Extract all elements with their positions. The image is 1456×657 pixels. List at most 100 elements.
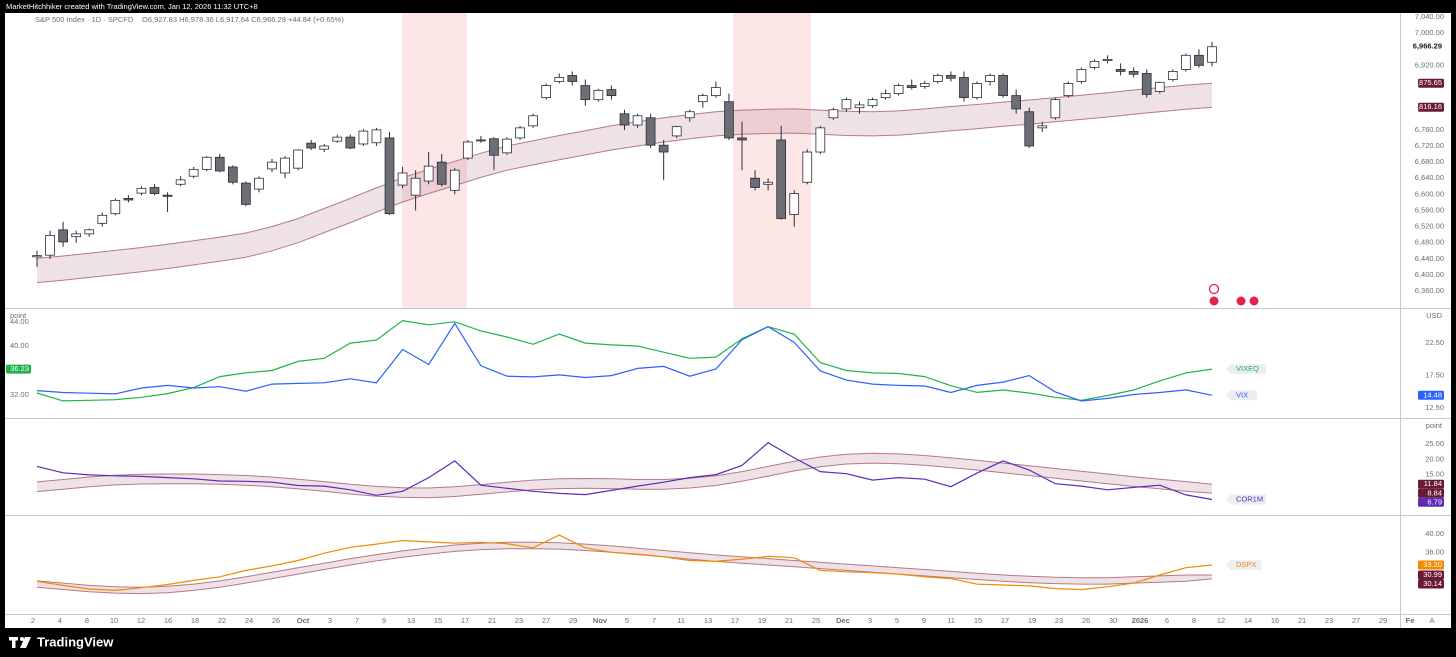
y-tick-label: 6,520.00 — [1415, 222, 1444, 231]
x-tick-label: 4 — [58, 616, 62, 625]
candle-body — [332, 136, 343, 142]
event-icons — [1208, 283, 1259, 306]
candle-body — [162, 194, 173, 197]
event-icon — [1236, 296, 1246, 306]
candle-body — [436, 161, 447, 185]
series-tag-bg — [1226, 364, 1266, 375]
x-tick-label: 27 — [1352, 616, 1360, 625]
candle-body — [1089, 60, 1100, 68]
candle-body — [515, 127, 525, 139]
price-label-bg — [1418, 78, 1444, 88]
price-label-bg — [1418, 570, 1444, 580]
highlight-period — [733, 13, 811, 308]
logo-part — [12, 637, 16, 648]
x-tick-label: 11 — [677, 616, 685, 625]
series-tag-bg — [1226, 560, 1262, 570]
x-tick-label: 9 — [382, 616, 386, 625]
candle-body — [1102, 58, 1113, 61]
snapshot-credit: MarketHitchhiker created with TradingVie… — [6, 2, 258, 11]
candle-body — [880, 93, 891, 99]
band-fill — [37, 542, 1212, 594]
ohlc-quote: O6,927.83 H6,978.36 L6,917.64 C6,966.29 … — [142, 15, 344, 24]
x-tick-label: 17 — [731, 616, 739, 625]
candle-body — [175, 179, 186, 185]
x-tick-label: 19 — [758, 616, 766, 625]
x-tick-label: 14 — [1244, 616, 1252, 625]
candle-body — [1154, 81, 1165, 92]
candle-body — [449, 169, 460, 191]
candle-body — [1181, 54, 1191, 70]
y-tick-label: 12.50 — [1425, 403, 1444, 412]
candle-body — [345, 136, 356, 149]
price-label: 11.84 — [1424, 479, 1442, 488]
x-tick-label: 8 — [85, 616, 89, 625]
x-tick-label: Oct — [297, 616, 310, 625]
candle-body — [476, 139, 486, 142]
price-label: 33.20 — [1423, 560, 1442, 569]
y-tick-label: 6,560.00 — [1415, 205, 1444, 214]
candle-body — [462, 141, 473, 159]
auto-scale-button[interactable]: A — [1429, 616, 1434, 625]
series-tag: VIXEQ — [1236, 364, 1259, 373]
x-tick-label: 21 — [785, 616, 793, 625]
y-tick-label: 6,640.00 — [1415, 173, 1444, 182]
x-tick-label: 13 — [704, 616, 712, 625]
price-label-bg — [1418, 390, 1444, 400]
candle-body — [214, 156, 225, 172]
series-tag: DSPX — [1236, 560, 1256, 569]
candle-body — [45, 235, 55, 256]
x-tick-label: 16 — [1271, 616, 1279, 625]
unit-label: point — [10, 311, 27, 320]
candle-body — [972, 83, 982, 99]
candle-body — [110, 199, 121, 215]
event-icon — [1209, 296, 1219, 306]
x-tick-label: 26 — [1082, 616, 1090, 625]
y-tick-label: 15.00 — [1425, 470, 1444, 479]
x-tick-label: 7 — [355, 616, 359, 625]
x-tick-label: 15 — [974, 616, 982, 625]
candle-body — [697, 95, 708, 103]
candle-body — [658, 144, 669, 153]
candle-body — [502, 138, 512, 154]
x-tick-label: 17 — [1001, 616, 1009, 625]
candle-body — [789, 193, 800, 215]
candle-body — [737, 137, 747, 141]
candle-body — [580, 85, 591, 101]
candle-body — [136, 187, 147, 194]
x-tick-label: 17 — [461, 616, 469, 625]
x-tick-label: 23 — [1055, 616, 1063, 625]
candle-body — [645, 117, 656, 146]
y-tick-label: 6,400.00 — [1415, 270, 1444, 279]
price-label: 6,966.29 — [1413, 42, 1442, 51]
x-tick-label: 23 — [515, 616, 523, 625]
pane-separators — [5, 13, 1451, 628]
x-tick-label: 3 — [868, 616, 872, 625]
y-tick-label: 6,600.00 — [1415, 189, 1444, 198]
price-label-bg — [1418, 560, 1444, 570]
candle-body — [1141, 73, 1152, 95]
candle-body — [306, 142, 317, 149]
candle-body — [97, 214, 108, 224]
candle-body — [1024, 111, 1035, 147]
price-label: 30.14 — [1423, 579, 1442, 588]
candle-body — [906, 85, 917, 88]
x-tick-label: 8 — [1192, 616, 1196, 625]
event-icon — [1249, 296, 1259, 306]
x-tick-label: 26 — [272, 616, 280, 625]
footer-logo — [9, 637, 31, 648]
x-tick-label: 10 — [110, 616, 118, 625]
x-tick-label: Nov — [593, 616, 608, 625]
candle-body — [410, 177, 421, 196]
series-line — [36, 319, 1213, 402]
x-tick-label: 16 — [164, 616, 172, 625]
candle-body — [188, 168, 199, 177]
candle-body — [1167, 71, 1178, 80]
x-tick-label: 3 — [328, 616, 332, 625]
x-tick-label: 19 — [1028, 616, 1036, 625]
candle-body — [241, 182, 251, 205]
x-tick-label: 13 — [407, 616, 415, 625]
x-tick-label: 6 — [1165, 616, 1169, 625]
y-tick-label: 36.00 — [1425, 547, 1444, 556]
band-upper — [36, 541, 1212, 588]
candle-body — [227, 166, 238, 183]
